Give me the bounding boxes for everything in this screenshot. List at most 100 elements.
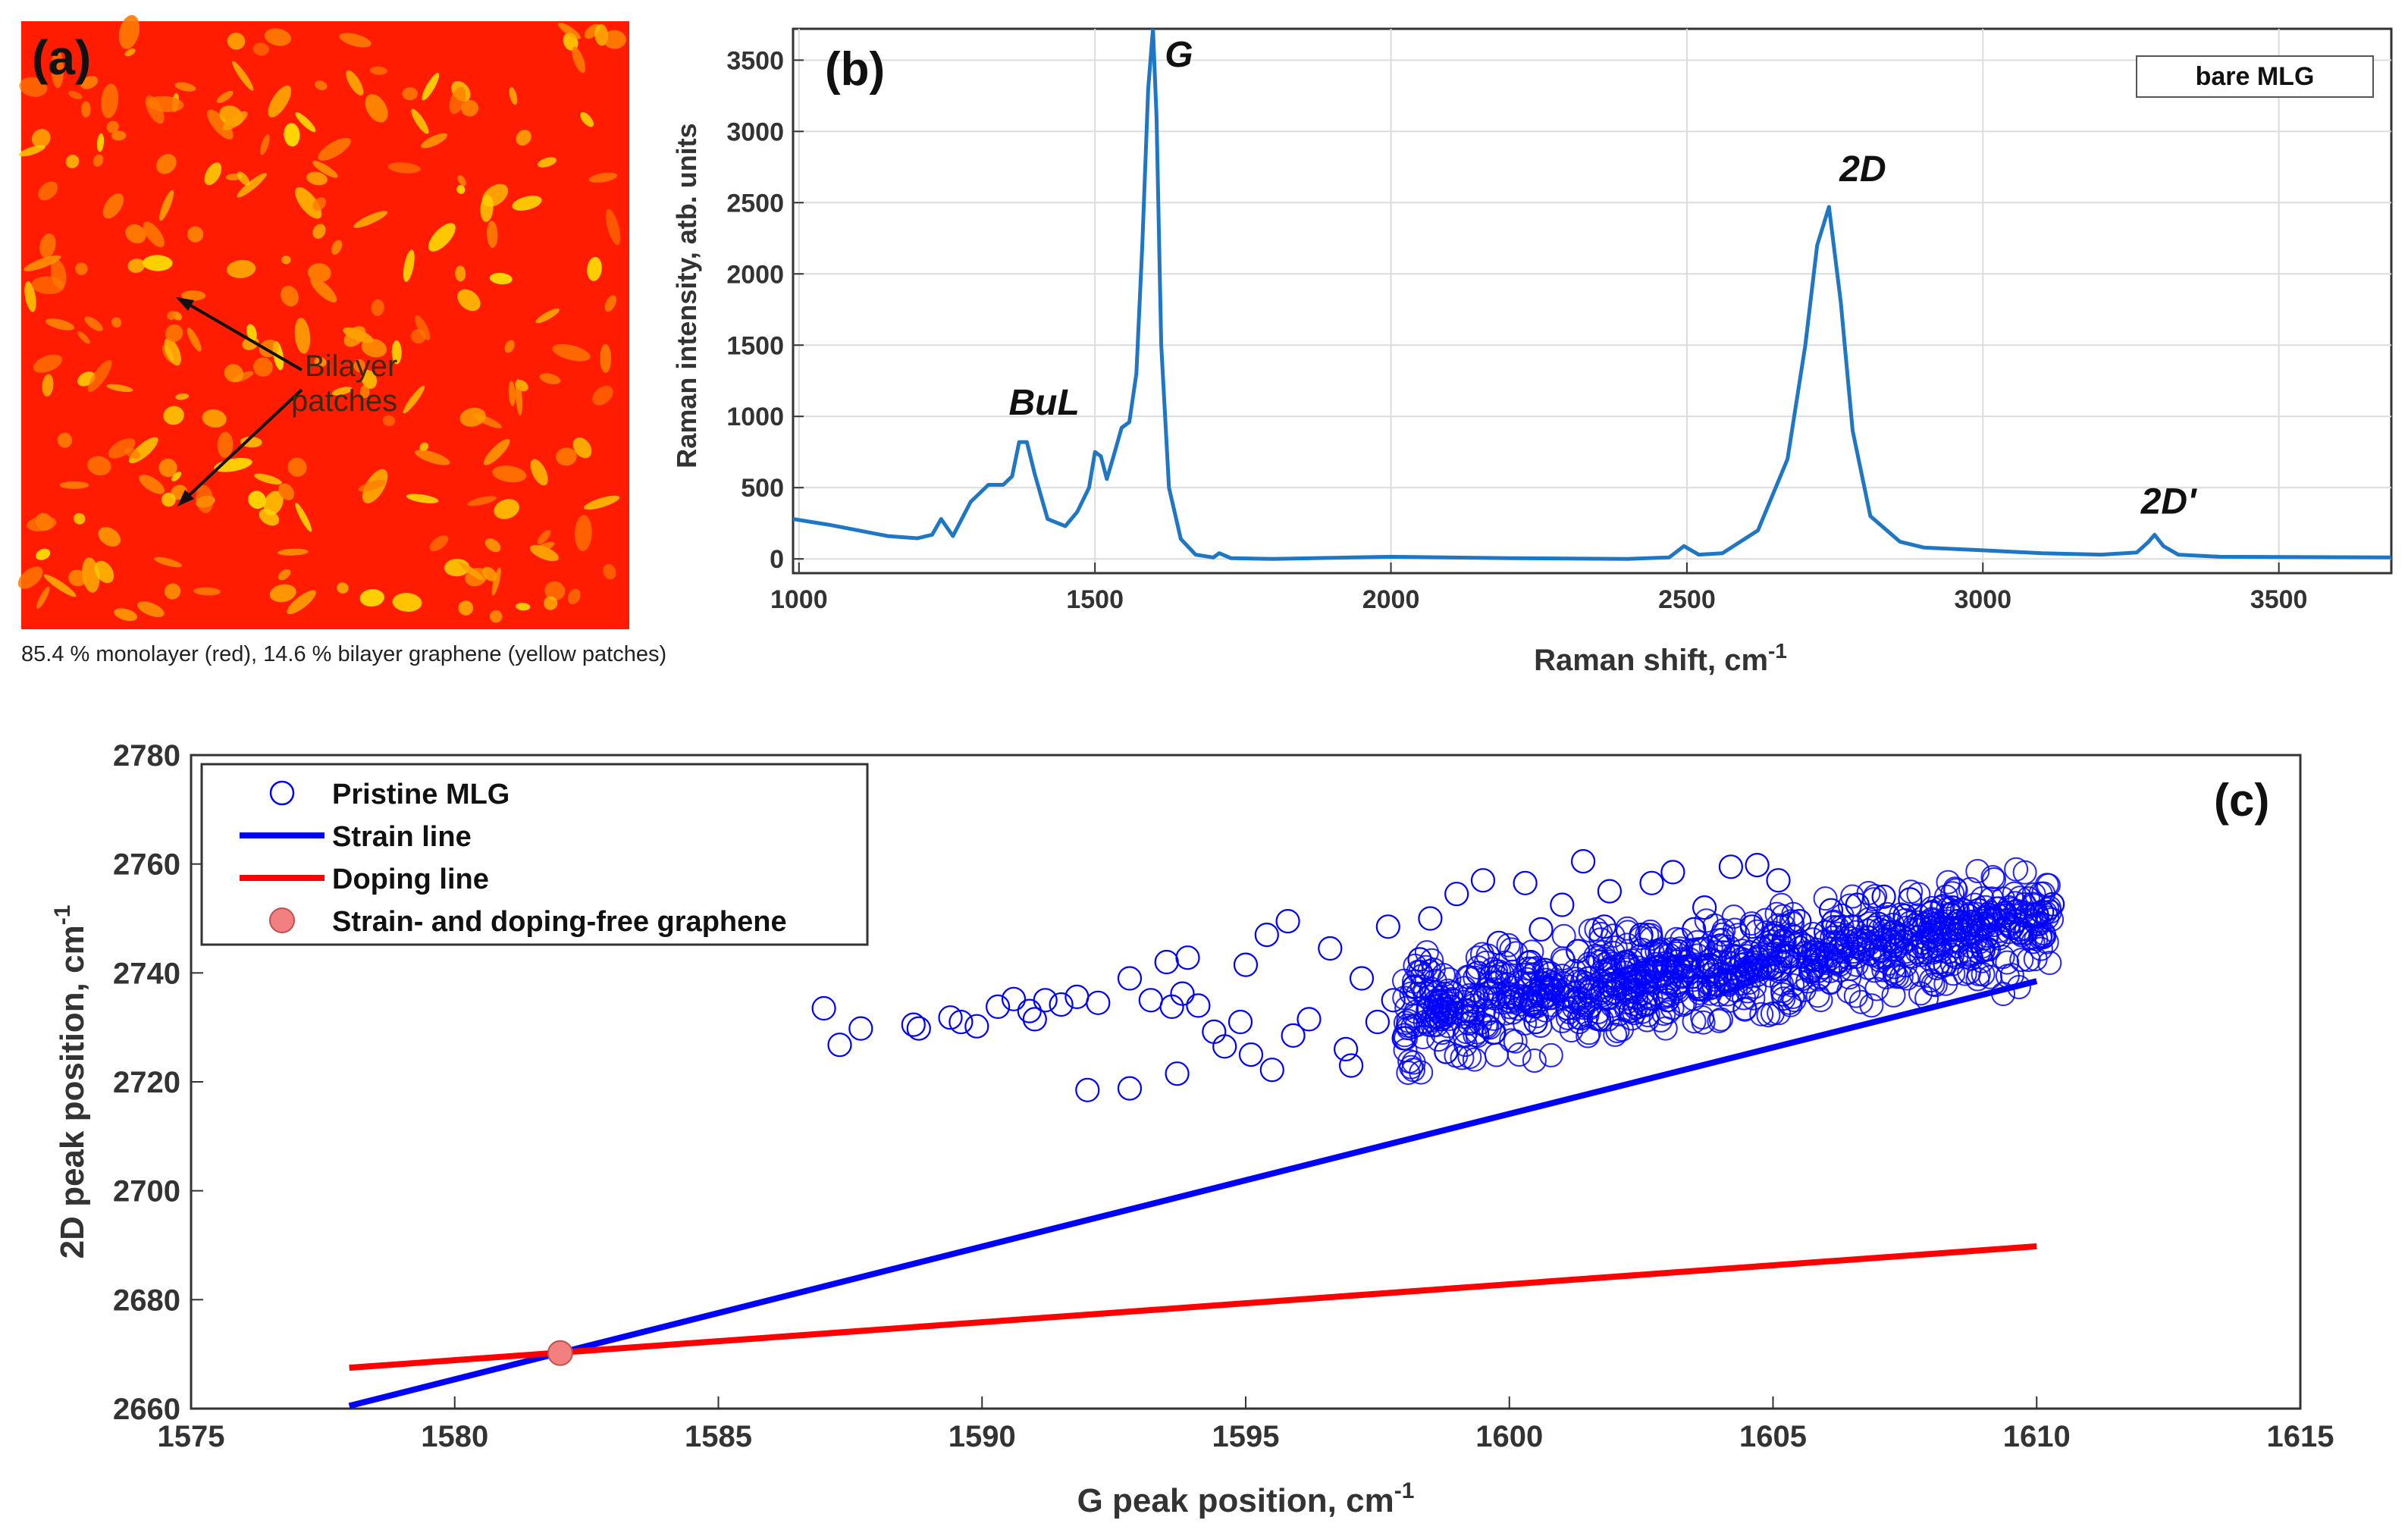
data-point	[2012, 860, 2037, 885]
bilayer-patch	[265, 28, 291, 46]
data-point	[1396, 1008, 1421, 1033]
bilayer-patch	[18, 145, 45, 157]
bilayer-patch	[361, 369, 378, 389]
bilayer-patch	[314, 357, 327, 367]
data-point	[1952, 961, 1977, 986]
y-tick-label: 2700	[113, 1175, 180, 1208]
data-point	[1588, 981, 1613, 1005]
bilayer-patch	[537, 530, 551, 544]
data-point	[1971, 962, 1996, 987]
bilayer-patch	[371, 299, 384, 316]
data-point	[1820, 911, 1845, 936]
data-point	[1774, 941, 1799, 965]
peak-label: 2D	[1839, 149, 1886, 190]
data-point	[1749, 1001, 1774, 1027]
data-point	[1710, 927, 1735, 952]
bilayer-patch	[217, 431, 234, 458]
data-point	[985, 994, 1011, 1020]
bilayer-patch	[339, 33, 372, 48]
bilayer-patch	[36, 548, 51, 560]
bilayer-patch	[403, 385, 425, 414]
y-tick-label: 2760	[113, 848, 180, 882]
bilayer-patch	[312, 197, 327, 211]
bilayer-patch	[494, 499, 519, 519]
bilayer-patch	[486, 221, 498, 248]
bilayer-patch	[492, 465, 527, 483]
bilayer-patch	[216, 90, 234, 103]
data-point	[1117, 1076, 1143, 1101]
data-point	[2028, 923, 2053, 948]
data-point	[1588, 922, 1613, 946]
data-point	[1748, 957, 1773, 982]
data-point	[1638, 986, 1663, 1011]
bilayer-patch	[459, 562, 484, 581]
bilayer-patch	[246, 324, 257, 341]
data-point	[1615, 920, 1640, 945]
bilayer-patch	[174, 82, 196, 92]
data-point	[1780, 973, 1805, 998]
data-point	[1493, 950, 1518, 975]
bilayer-patch	[127, 259, 146, 273]
bilayer-patch	[419, 442, 429, 452]
data-point	[1656, 1000, 1680, 1025]
chart-c-scatter	[811, 848, 2065, 1102]
bilayer-patches	[17, 14, 626, 623]
data-point	[1603, 1022, 1628, 1047]
bilayer-patch	[489, 272, 513, 285]
chart-c-xlabel: G peak position, cm-1	[1077, 1478, 1415, 1519]
bilayer-patch	[165, 324, 183, 343]
bilayer-patch	[175, 393, 190, 400]
data-point	[1764, 901, 1789, 926]
data-point	[1495, 981, 1520, 1006]
bilayer-patch	[101, 83, 119, 118]
bilayer-patch	[202, 409, 227, 428]
bilayer-patch	[125, 224, 146, 244]
data-point	[1601, 951, 1626, 976]
data-point	[1538, 970, 1563, 995]
data-point	[1550, 946, 1575, 971]
data-point	[1718, 854, 1743, 879]
chart-c-ticks: 1575 1580 1585 1590 1595 1600 1605 1610 1615 2660…	[113, 739, 2334, 1453]
bilayer-patch	[411, 108, 429, 134]
data-point	[964, 1014, 989, 1039]
data-point	[1496, 932, 1521, 958]
data-point	[1349, 966, 1375, 991]
data-point	[1569, 970, 1594, 994]
data-point	[1974, 926, 1999, 951]
bilayer-patch	[294, 318, 311, 354]
spectrum-line	[793, 29, 2391, 561]
bilayer-patch	[196, 484, 214, 513]
data-point	[1444, 882, 1469, 907]
bilayer-patch	[80, 76, 99, 89]
bilayer-patch	[84, 316, 103, 331]
bilayer-patch	[277, 569, 291, 581]
bilayer-patch	[137, 601, 165, 618]
data-point	[1751, 953, 1776, 978]
bilayer-patch	[287, 590, 316, 615]
bilayer-patch	[572, 46, 586, 74]
data-point	[1841, 939, 1866, 964]
bilayer-patch	[295, 112, 316, 133]
bilayer-patch	[161, 492, 176, 507]
bilayer-patch	[159, 190, 174, 221]
bilayer-patch	[154, 556, 182, 568]
bilayer-patch	[226, 259, 256, 278]
strain-doping-free-point	[547, 1340, 573, 1366]
data-point	[938, 1005, 963, 1030]
y-tick-label: 2720	[113, 1066, 180, 1099]
bilayer-patch	[359, 385, 370, 398]
data-point	[1464, 985, 1489, 1010]
bilayer-patch	[402, 87, 418, 101]
bilayer-patch	[36, 586, 50, 609]
data-point	[1622, 1001, 1647, 1026]
data-point	[1805, 983, 1830, 1008]
bilayer-patch	[331, 240, 343, 255]
bilayer-patch	[353, 359, 365, 372]
data-point	[1393, 1038, 1418, 1063]
x-tick-label: 1585	[685, 1420, 752, 1453]
data-point	[1281, 1023, 1306, 1048]
bilayer-patch	[491, 567, 501, 596]
data-point	[1967, 929, 1992, 954]
data-point	[1881, 983, 1906, 1008]
